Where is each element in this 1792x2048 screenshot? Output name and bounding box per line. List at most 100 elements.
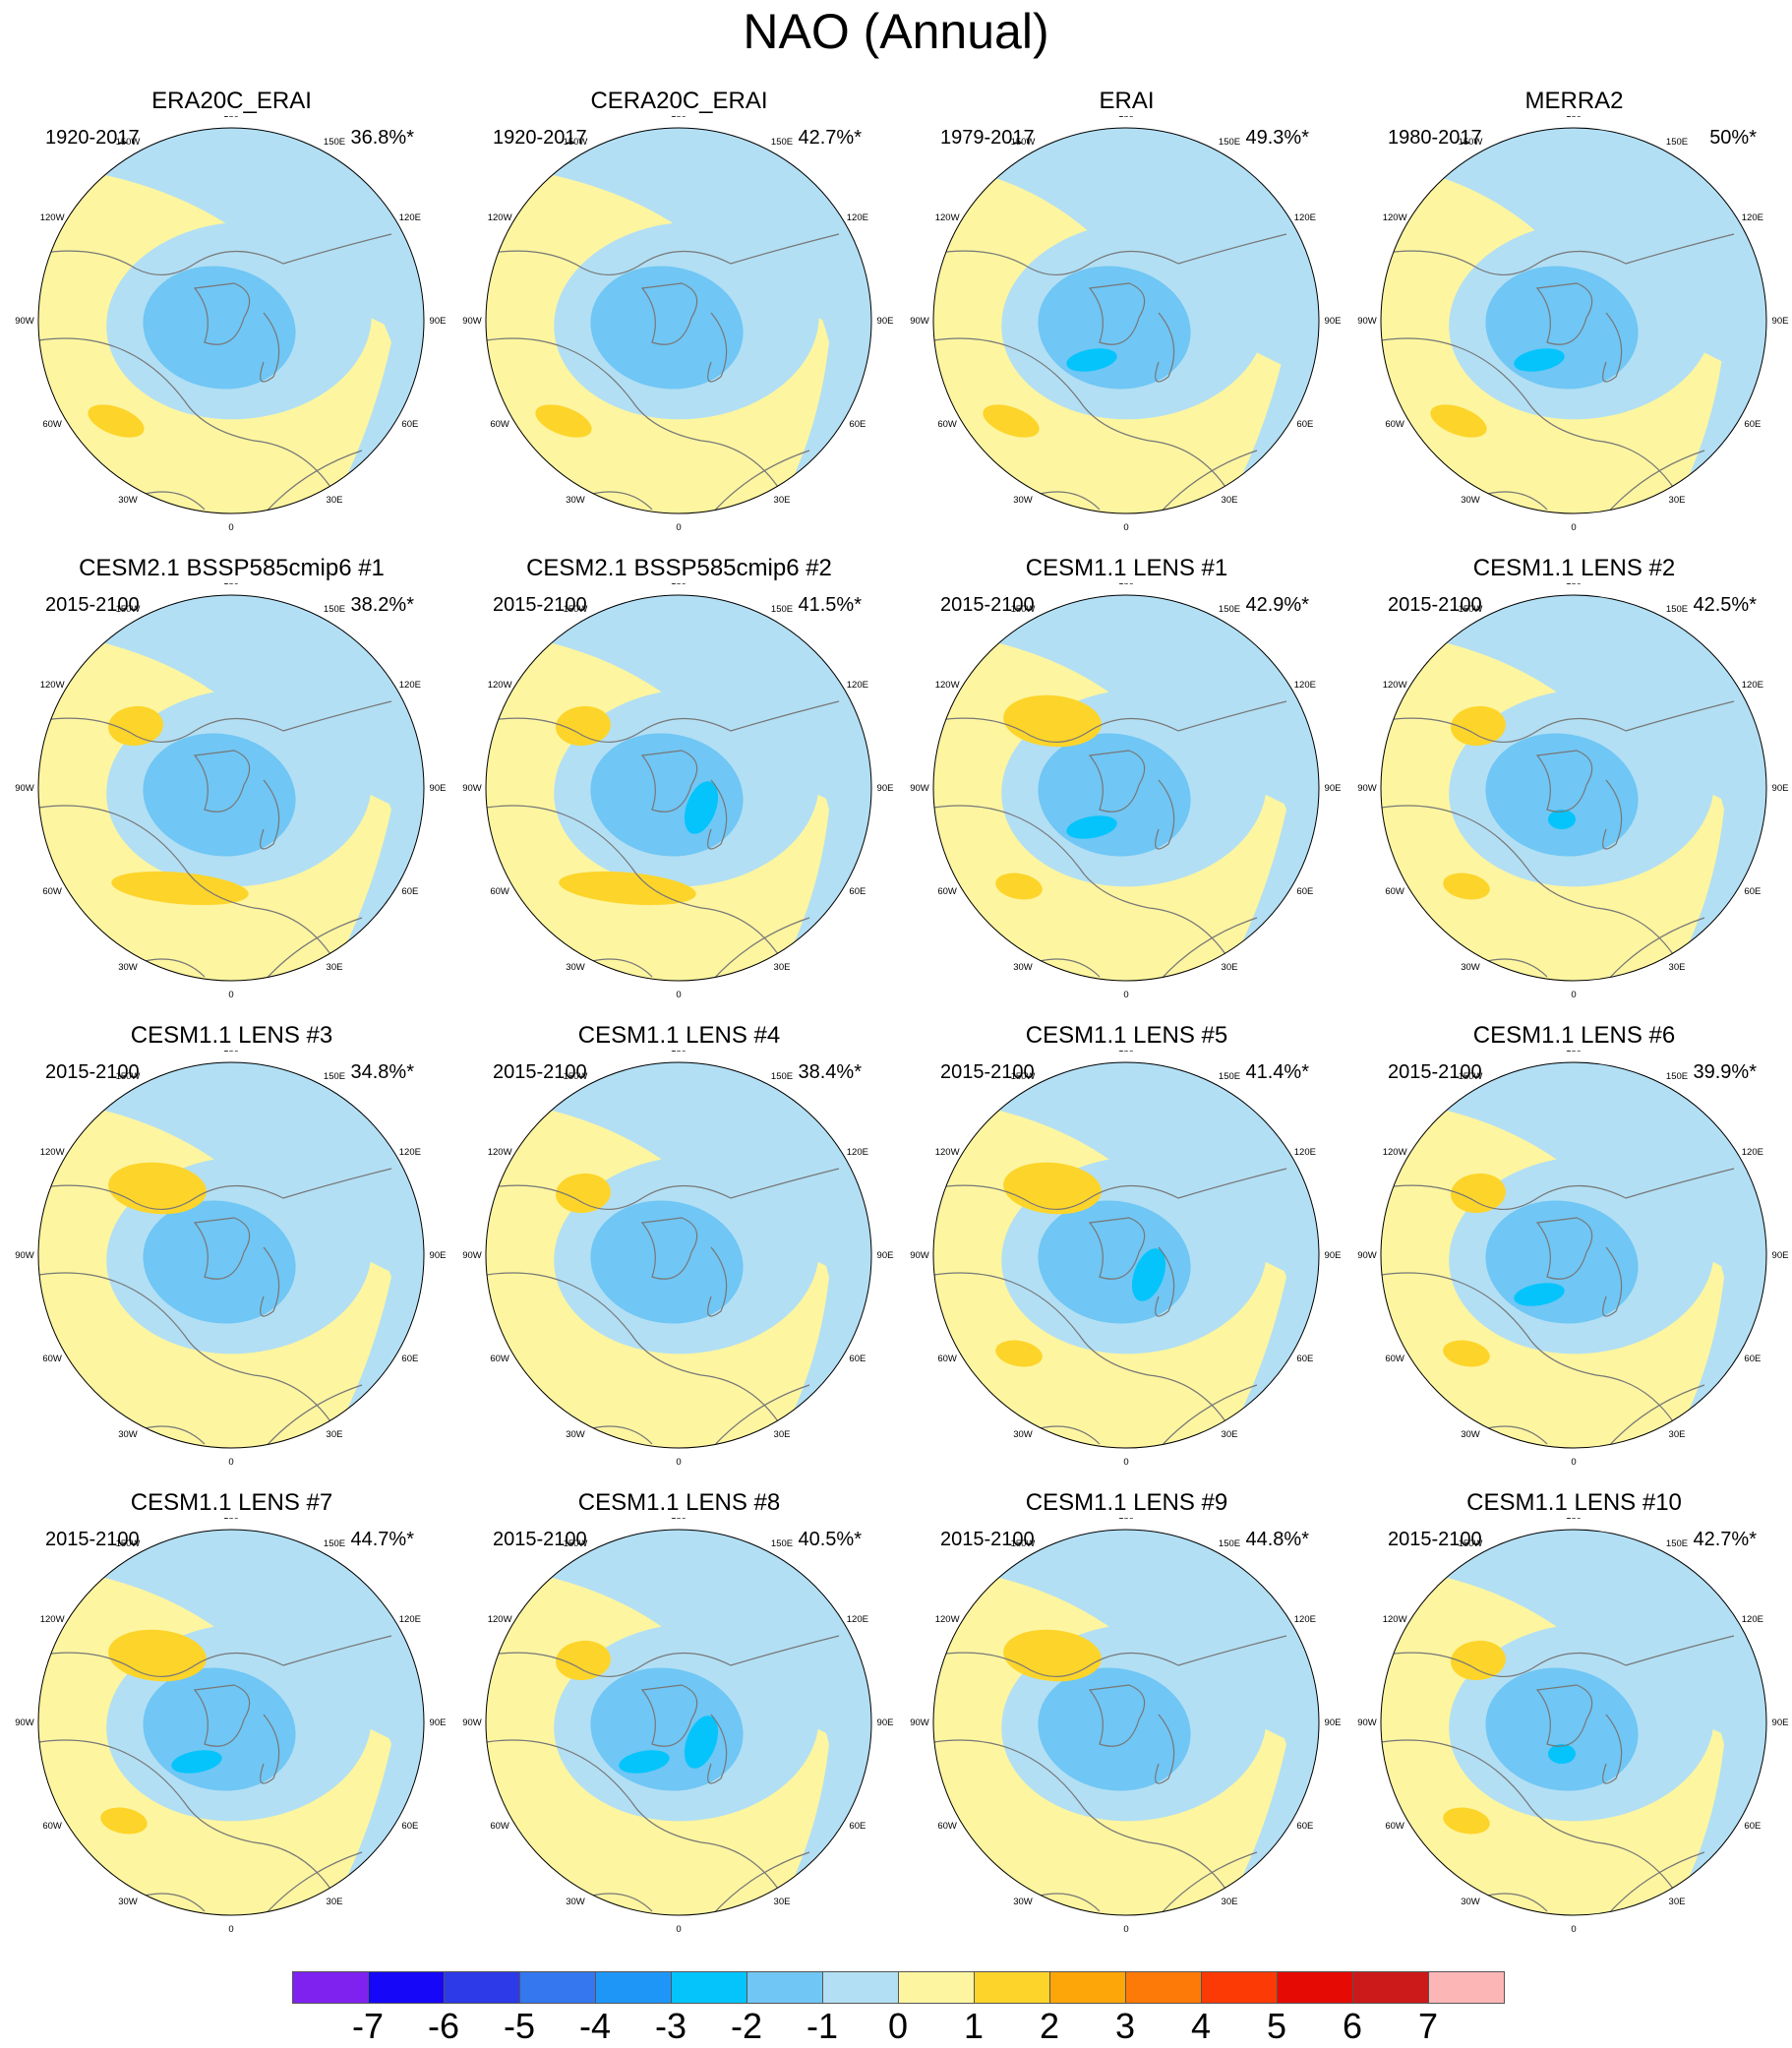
longitude-label: 30W (566, 495, 585, 506)
panel-variance: 44.8%* (1245, 1529, 1310, 1550)
positive-anomaly-contour (995, 1340, 1043, 1367)
coastline (260, 779, 280, 850)
map-panel: CESM2.1 BSSP585cmip6 #2 180 150E 120E 90E 60E… (455, 554, 903, 1021)
coastline (486, 805, 781, 958)
longitude-label: 90W (1357, 783, 1377, 794)
panel-variance: 41.5%* (798, 594, 863, 616)
longitude-label: 180 (223, 1051, 239, 1054)
map-border (1380, 1061, 1767, 1449)
longitude-label: 120W (1383, 212, 1407, 223)
coastline (933, 1739, 1228, 1893)
longitude-label: 0 (1123, 1457, 1128, 1468)
longitude-label: 90E (877, 1717, 894, 1728)
map-panel: CESM1.1 LENS #3 180 150E 120E 90E 60E 30E 0 30W 6… (8, 1021, 455, 1488)
longitude-label: 90E (1772, 1250, 1789, 1261)
panel-years: 2015-2100 (493, 1529, 587, 1550)
positive-anomaly-contour (88, 404, 145, 438)
panel-years: 1920-2017 (493, 127, 587, 149)
coastline (38, 233, 392, 276)
longitude-label: 90W (15, 1250, 34, 1261)
longitude-label: 90W (910, 1250, 929, 1261)
coastline (1155, 1246, 1175, 1317)
map-border (37, 594, 425, 982)
colorbar-swatch (974, 1971, 1050, 2004)
longitude-label: 30E (327, 1897, 343, 1907)
longitude-label: 60W (1385, 886, 1404, 897)
longitude-label: 150W (116, 1538, 141, 1549)
panel-variance: 50%* (1709, 127, 1757, 149)
colorbar-swatch (898, 1971, 975, 2004)
longitude-label: 150W (1011, 1071, 1036, 1082)
polar-map: 180 150E 120E 90E 60E 30E 0 30W 60W 90W 120W 150W (15, 1051, 446, 1468)
longitude-label: 30W (1013, 1429, 1033, 1440)
longitude-label: 30E (1669, 962, 1686, 973)
map-panel: CESM1.1 LENS #1 180 150E 120E 90E 60E 30E 0 30W 6… (903, 554, 1350, 1021)
longitude-label: 30W (1461, 1897, 1480, 1907)
coastline (1602, 779, 1623, 850)
longitude-label: 60E (849, 886, 866, 897)
map-border (932, 1061, 1320, 1449)
panel-title: CESM1.1 LENS #10 (1466, 1489, 1682, 1516)
panel-title: ERA20C_ERAI (151, 88, 312, 114)
positive-anomaly-contour (108, 705, 163, 747)
longitude-label: 60E (1296, 1821, 1313, 1832)
longitude-label: 30W (1013, 495, 1033, 506)
positive-anomaly-contour (556, 705, 611, 747)
coastline (933, 337, 1228, 491)
longitude-label: 30E (774, 1897, 791, 1907)
longitude-label: 0 (676, 1924, 681, 1935)
map-panel: ERA20C_ERAI 180 150E 120E 90E 60E 30E 0 30W 60W 90… (8, 87, 455, 554)
panel-variance: 36.8%* (350, 127, 415, 149)
colorbar-label: -5 (503, 2006, 535, 2046)
negative-anomaly-contour (590, 1200, 744, 1324)
panel-years: 2015-2100 (940, 1529, 1035, 1550)
panel-title: CESM1.1 LENS #5 (1025, 1022, 1228, 1049)
coastline (1535, 282, 1593, 345)
coastline (707, 779, 728, 850)
longitude-label: 30W (566, 1897, 585, 1907)
positive-anomaly-contour (556, 1640, 611, 1681)
coastline (640, 750, 698, 813)
panel-title: CESM2.1 BSSP585cmip6 #2 (526, 555, 832, 581)
longitude-label: 60E (1744, 886, 1761, 897)
longitude-label: 120E (847, 212, 868, 223)
longitude-label: 120E (847, 1614, 868, 1625)
longitude-label: 30E (774, 495, 791, 506)
coastline (38, 1272, 333, 1425)
coastline (1535, 1684, 1593, 1747)
longitude-label: 0 (1571, 990, 1576, 1000)
longitude-label: 180 (1566, 583, 1582, 587)
panel-title: CESM1.1 LENS #2 (1472, 555, 1676, 581)
longitude-label: 90E (1325, 1250, 1342, 1261)
longitude-label: 30E (1669, 1429, 1686, 1440)
longitude-label: 60W (1385, 1821, 1404, 1832)
colorbar-swatch (1277, 1971, 1353, 2004)
longitude-label: 30W (1461, 1429, 1480, 1440)
coastline (486, 1635, 840, 1678)
colorbar-label: -7 (351, 2006, 384, 2046)
longitude-label: 30E (774, 1429, 791, 1440)
panel-years: 2015-2100 (1388, 594, 1482, 616)
coastline (486, 337, 781, 491)
map-panel: MERRA2 180 150E 120E 90E 60E 30E 0 30W 60W 90W 120W… (1350, 87, 1792, 554)
longitude-label: 0 (1571, 522, 1576, 533)
map-panel: CESM2.1 BSSP585cmip6 #1 180 150E 120E 90E 60E… (8, 554, 455, 1021)
colorbar-swatch (444, 1971, 520, 2004)
panel-years: 2015-2100 (493, 1061, 587, 1083)
colorbar-swatch (595, 1971, 672, 2004)
longitude-label: 150W (1011, 604, 1036, 615)
negative-anomaly-contour (590, 266, 744, 390)
longitude-label: 30E (1222, 962, 1238, 973)
coastline (193, 282, 251, 345)
positive-anomaly-contour (1451, 1173, 1506, 1214)
longitude-label: 150E (1219, 1538, 1240, 1549)
map-border (37, 1529, 425, 1916)
coastline (260, 1246, 280, 1317)
longitude-label: 120W (40, 1147, 65, 1158)
polar-map: 180 150E 120E 90E 60E 30E 0 30W 60W 90W 120W 150W (910, 1518, 1341, 1935)
longitude-label: 60E (401, 1821, 418, 1832)
colorbar-label: 5 (1266, 2006, 1287, 2046)
map-border (932, 127, 1320, 514)
longitude-label: 90E (1325, 783, 1342, 794)
